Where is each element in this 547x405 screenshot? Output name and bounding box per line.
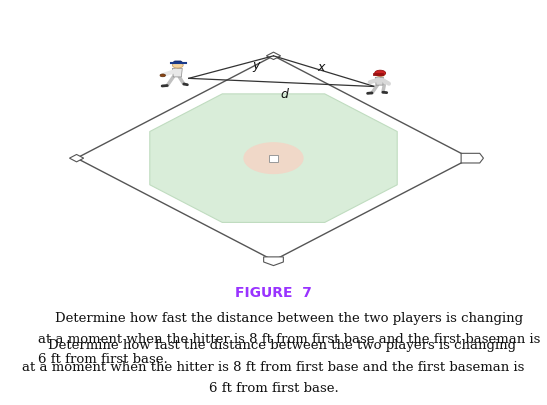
Text: at a moment when the hitter is 8 ft from first base and the first baseman is: at a moment when the hitter is 8 ft from… [38,332,540,345]
Circle shape [375,72,385,77]
Text: FIGURE  7: FIGURE 7 [235,286,312,299]
Polygon shape [172,69,182,78]
Polygon shape [375,78,383,86]
Text: d: d [281,87,288,100]
Circle shape [160,75,165,78]
Circle shape [172,63,183,69]
Polygon shape [150,95,397,223]
Text: Determine how fast the distance between the two players is changing: Determine how fast the distance between … [31,338,516,351]
Polygon shape [69,155,84,162]
Text: x: x [318,61,325,74]
Circle shape [244,143,303,174]
Polygon shape [461,154,484,164]
Polygon shape [266,53,281,60]
Text: 6 ft from first base.: 6 ft from first base. [38,352,168,365]
Bar [269,156,278,162]
Text: 6 ft from first base.: 6 ft from first base. [208,381,339,394]
Polygon shape [172,62,184,64]
Polygon shape [264,257,283,266]
Text: Determine how fast the distance between the two players is changing: Determine how fast the distance between … [38,311,523,324]
Text: at a moment when the hitter is 8 ft from first base and the first baseman is: at a moment when the hitter is 8 ft from… [22,360,525,373]
Circle shape [375,71,386,77]
Text: y: y [252,59,259,72]
